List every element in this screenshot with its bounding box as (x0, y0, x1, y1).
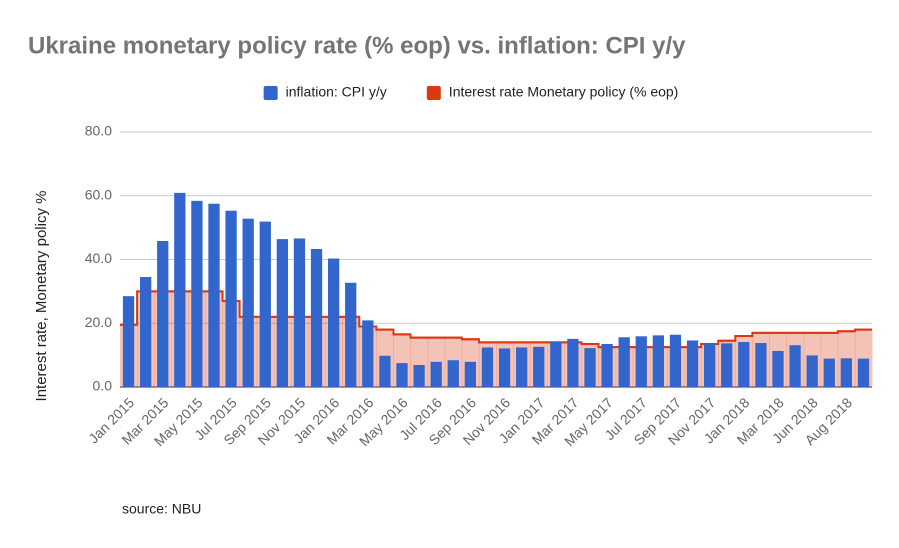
legend-label: Interest rate Monetary policy (% eop) (449, 84, 679, 100)
bar (567, 338, 579, 387)
bar (174, 192, 186, 387)
bar (327, 258, 340, 387)
bar (755, 343, 767, 387)
bar (515, 347, 528, 387)
bar (840, 358, 853, 387)
bar (738, 342, 750, 387)
bar (789, 345, 801, 387)
bar (276, 239, 289, 387)
y-tick-label: 60.0 (85, 186, 112, 202)
y-tick-label: 0.0 (93, 378, 113, 394)
legend-item: Interest rate Monetary policy (% eop) (426, 84, 679, 100)
bar (652, 335, 665, 387)
legend-swatch (263, 86, 278, 100)
bar (533, 346, 545, 387)
legend-item: inflation: CPI y/y (263, 84, 387, 100)
bar (703, 343, 716, 387)
bar (293, 238, 306, 387)
source-note: source: NBU (122, 501, 201, 517)
bar (550, 341, 562, 387)
bar (721, 343, 733, 387)
bar (618, 337, 630, 387)
bar (242, 218, 254, 387)
bar (584, 348, 596, 387)
y-axis-title: Interest rate, Monetary policy % (33, 191, 50, 402)
bar (122, 296, 135, 387)
bar (139, 277, 152, 387)
bar (447, 360, 459, 387)
bar (310, 248, 323, 387)
bar (345, 282, 357, 387)
legend: inflation: CPI y/y Interest rate Monetary… (263, 84, 679, 100)
bar (464, 361, 477, 387)
bar (498, 348, 511, 387)
bar (823, 358, 835, 387)
bar (481, 347, 494, 387)
y-tick-label: 80.0 (85, 123, 112, 139)
bar (362, 320, 374, 387)
bar (259, 221, 271, 387)
bar (686, 340, 699, 387)
bar (413, 365, 425, 387)
bar (225, 210, 237, 387)
bar (857, 358, 870, 387)
bar (208, 203, 220, 387)
bar (430, 361, 442, 387)
bar (635, 336, 647, 387)
bar (191, 200, 203, 387)
bar (396, 363, 408, 387)
y-tick-label: 20.0 (85, 314, 112, 330)
bar (772, 350, 784, 387)
chart-title: Ukraine monetary policy rate (% eop) vs.… (28, 32, 686, 59)
bar (806, 355, 818, 387)
legend-label: inflation: CPI y/y (286, 84, 387, 100)
bar (601, 343, 613, 387)
bar (157, 241, 169, 387)
legend-swatch (426, 86, 441, 100)
y-tick-label: 40.0 (85, 250, 112, 266)
bar (669, 334, 682, 387)
bar (379, 355, 391, 387)
